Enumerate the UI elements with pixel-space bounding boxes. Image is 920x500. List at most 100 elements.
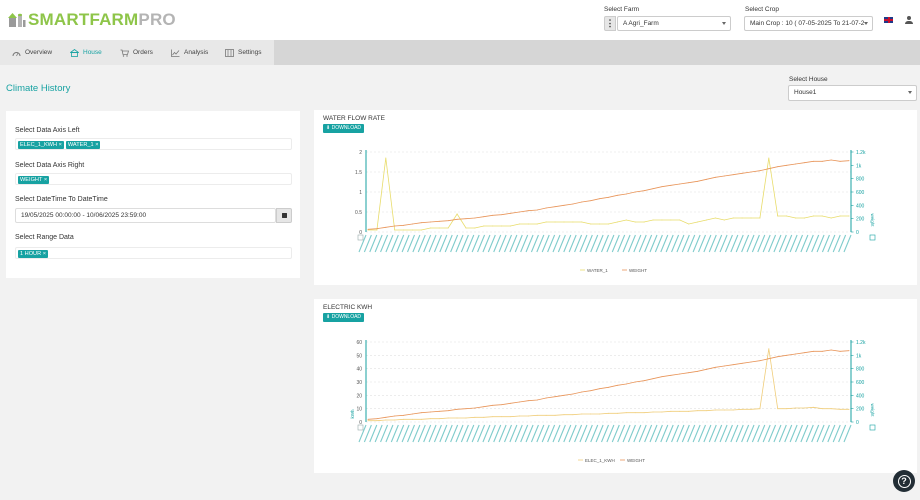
x-tick-label-mark xyxy=(525,234,534,253)
data-point xyxy=(625,219,627,221)
tag-remove-icon[interactable]: × xyxy=(95,141,99,148)
data-point xyxy=(438,418,440,420)
data-point xyxy=(804,407,805,409)
x-tick-label-mark xyxy=(794,234,804,253)
x-tick-label-mark xyxy=(611,424,620,443)
data-point xyxy=(723,175,725,177)
data-point xyxy=(723,365,725,367)
tag-elec-1-kwh[interactable]: ELEC_1_KWH × xyxy=(18,140,64,149)
x-tick-label-mark xyxy=(843,424,852,443)
water-flow-download-button[interactable]: ⬇ DOWNLOAD xyxy=(323,124,365,133)
datetime-range-input[interactable]: 19/05/2025 00:00:00 - 10/06/2025 23:59:0… xyxy=(15,208,276,223)
data-point xyxy=(554,396,556,398)
uk-flag-icon[interactable] xyxy=(884,17,893,23)
farm-select[interactable]: A Agri_Farm xyxy=(617,16,731,31)
right-axis-select[interactable]: WEIGHT × xyxy=(15,173,292,185)
nav-settings-label: Settings xyxy=(238,49,262,56)
data-point xyxy=(376,420,378,422)
data-point xyxy=(777,166,779,168)
tag-remove-icon[interactable]: × xyxy=(43,176,48,183)
electric-kwh-download-button[interactable]: ⬇ DOWNLOAD xyxy=(323,313,365,322)
data-point xyxy=(465,218,467,220)
left-axis-label: Select Data Axis Left xyxy=(15,127,80,134)
data-point xyxy=(652,219,654,221)
data-point xyxy=(661,186,663,188)
x-tick-label-mark xyxy=(811,234,820,253)
crop-select-label: Select Crop xyxy=(745,6,779,13)
nav-house[interactable]: House xyxy=(69,40,102,65)
data-point xyxy=(563,394,565,396)
data-point xyxy=(848,350,850,352)
x-tick-label-mark xyxy=(428,234,437,253)
x-tick-label-mark xyxy=(520,234,529,253)
data-point xyxy=(616,384,618,386)
x-tick-label-mark xyxy=(557,424,566,443)
data-point xyxy=(697,370,699,372)
x-tick-label-mark xyxy=(471,424,480,443)
logo[interactable]: SMARTFARMPRO xyxy=(8,10,176,30)
calendar-icon[interactable] xyxy=(276,208,292,223)
house-select[interactable]: House1 xyxy=(788,85,917,101)
data-point xyxy=(812,350,814,352)
x-tick-label-mark xyxy=(751,234,760,253)
x-tick-label-mark xyxy=(363,234,372,253)
x-tick-label-mark xyxy=(600,234,610,253)
nav-orders[interactable]: Orders xyxy=(120,40,153,65)
x-tick-label-mark xyxy=(644,424,653,443)
data-point xyxy=(376,418,378,420)
right-tick-label: 200 xyxy=(856,217,865,223)
datetime-range-value: 19/05/2025 00:00:00 - 10/06/2025 23:59:0… xyxy=(21,212,147,219)
data-point xyxy=(795,353,797,355)
x-tick-label-mark xyxy=(714,424,723,443)
user-icon[interactable] xyxy=(905,16,913,24)
x-tick-label-mark xyxy=(536,424,545,443)
nav-analysis[interactable]: Analysis xyxy=(171,40,208,65)
data-point xyxy=(786,354,788,356)
x-tick-label-mark xyxy=(821,424,830,443)
right-tick-label: 1k xyxy=(856,163,862,169)
tag-weight[interactable]: WEIGHT × xyxy=(18,175,50,184)
tag-remove-icon[interactable]: × xyxy=(58,141,62,148)
x-tick-label-mark xyxy=(751,424,760,443)
data-point xyxy=(590,413,592,415)
nav-orders-label: Orders xyxy=(133,49,153,56)
x-tick-label-mark xyxy=(530,234,539,253)
x-tick-label-mark xyxy=(838,234,847,253)
nav-overview[interactable]: Overview xyxy=(12,40,52,65)
crop-select[interactable]: Main Crop : 10 ( 07-05-2025 To 21-07-2 xyxy=(744,16,873,31)
farm-options-icon[interactable]: ⋮ xyxy=(604,16,616,31)
right-axis-title: weight xyxy=(870,213,875,227)
right-tick-label: 1.2k xyxy=(856,150,866,156)
x-tick-label-mark xyxy=(757,424,766,443)
data-point xyxy=(385,416,387,418)
data-point xyxy=(429,227,431,229)
nav-analysis-label: Analysis xyxy=(184,49,209,56)
left-axis-select[interactable]: ELEC_1_KWH × WATER_1 × xyxy=(15,138,292,150)
help-button[interactable]: ? xyxy=(893,470,915,492)
right-tick-label: 0 xyxy=(856,230,859,236)
data-point xyxy=(688,372,690,374)
data-point xyxy=(812,160,814,162)
nav-settings[interactable]: Settings xyxy=(225,40,262,65)
range-label: Select Range Data xyxy=(15,234,74,241)
right-tick-label: 800 xyxy=(856,177,865,183)
tag-remove-icon[interactable]: × xyxy=(42,250,46,257)
data-point xyxy=(848,215,850,217)
x-tick-label-mark xyxy=(832,234,841,253)
data-point xyxy=(447,417,449,419)
data-point xyxy=(688,182,690,184)
x-tick-label-mark xyxy=(800,424,809,443)
x-tick-label-mark xyxy=(568,234,577,253)
data-point xyxy=(367,229,369,231)
tag-water-1[interactable]: WATER_1 × xyxy=(65,140,101,149)
right-tick-label: 1.2k xyxy=(856,340,866,346)
settings-sliders-icon xyxy=(225,48,234,57)
logo-text-pro: PRO xyxy=(138,10,176,29)
x-tick-label-mark xyxy=(460,234,469,253)
range-select[interactable]: 1 HOUR × xyxy=(15,247,292,259)
data-point xyxy=(821,215,823,217)
x-tick-label-mark xyxy=(638,424,647,443)
tag-1-hour[interactable]: 1 HOUR × xyxy=(18,249,48,258)
x-tick-label-mark xyxy=(805,424,814,443)
data-point xyxy=(839,215,841,217)
